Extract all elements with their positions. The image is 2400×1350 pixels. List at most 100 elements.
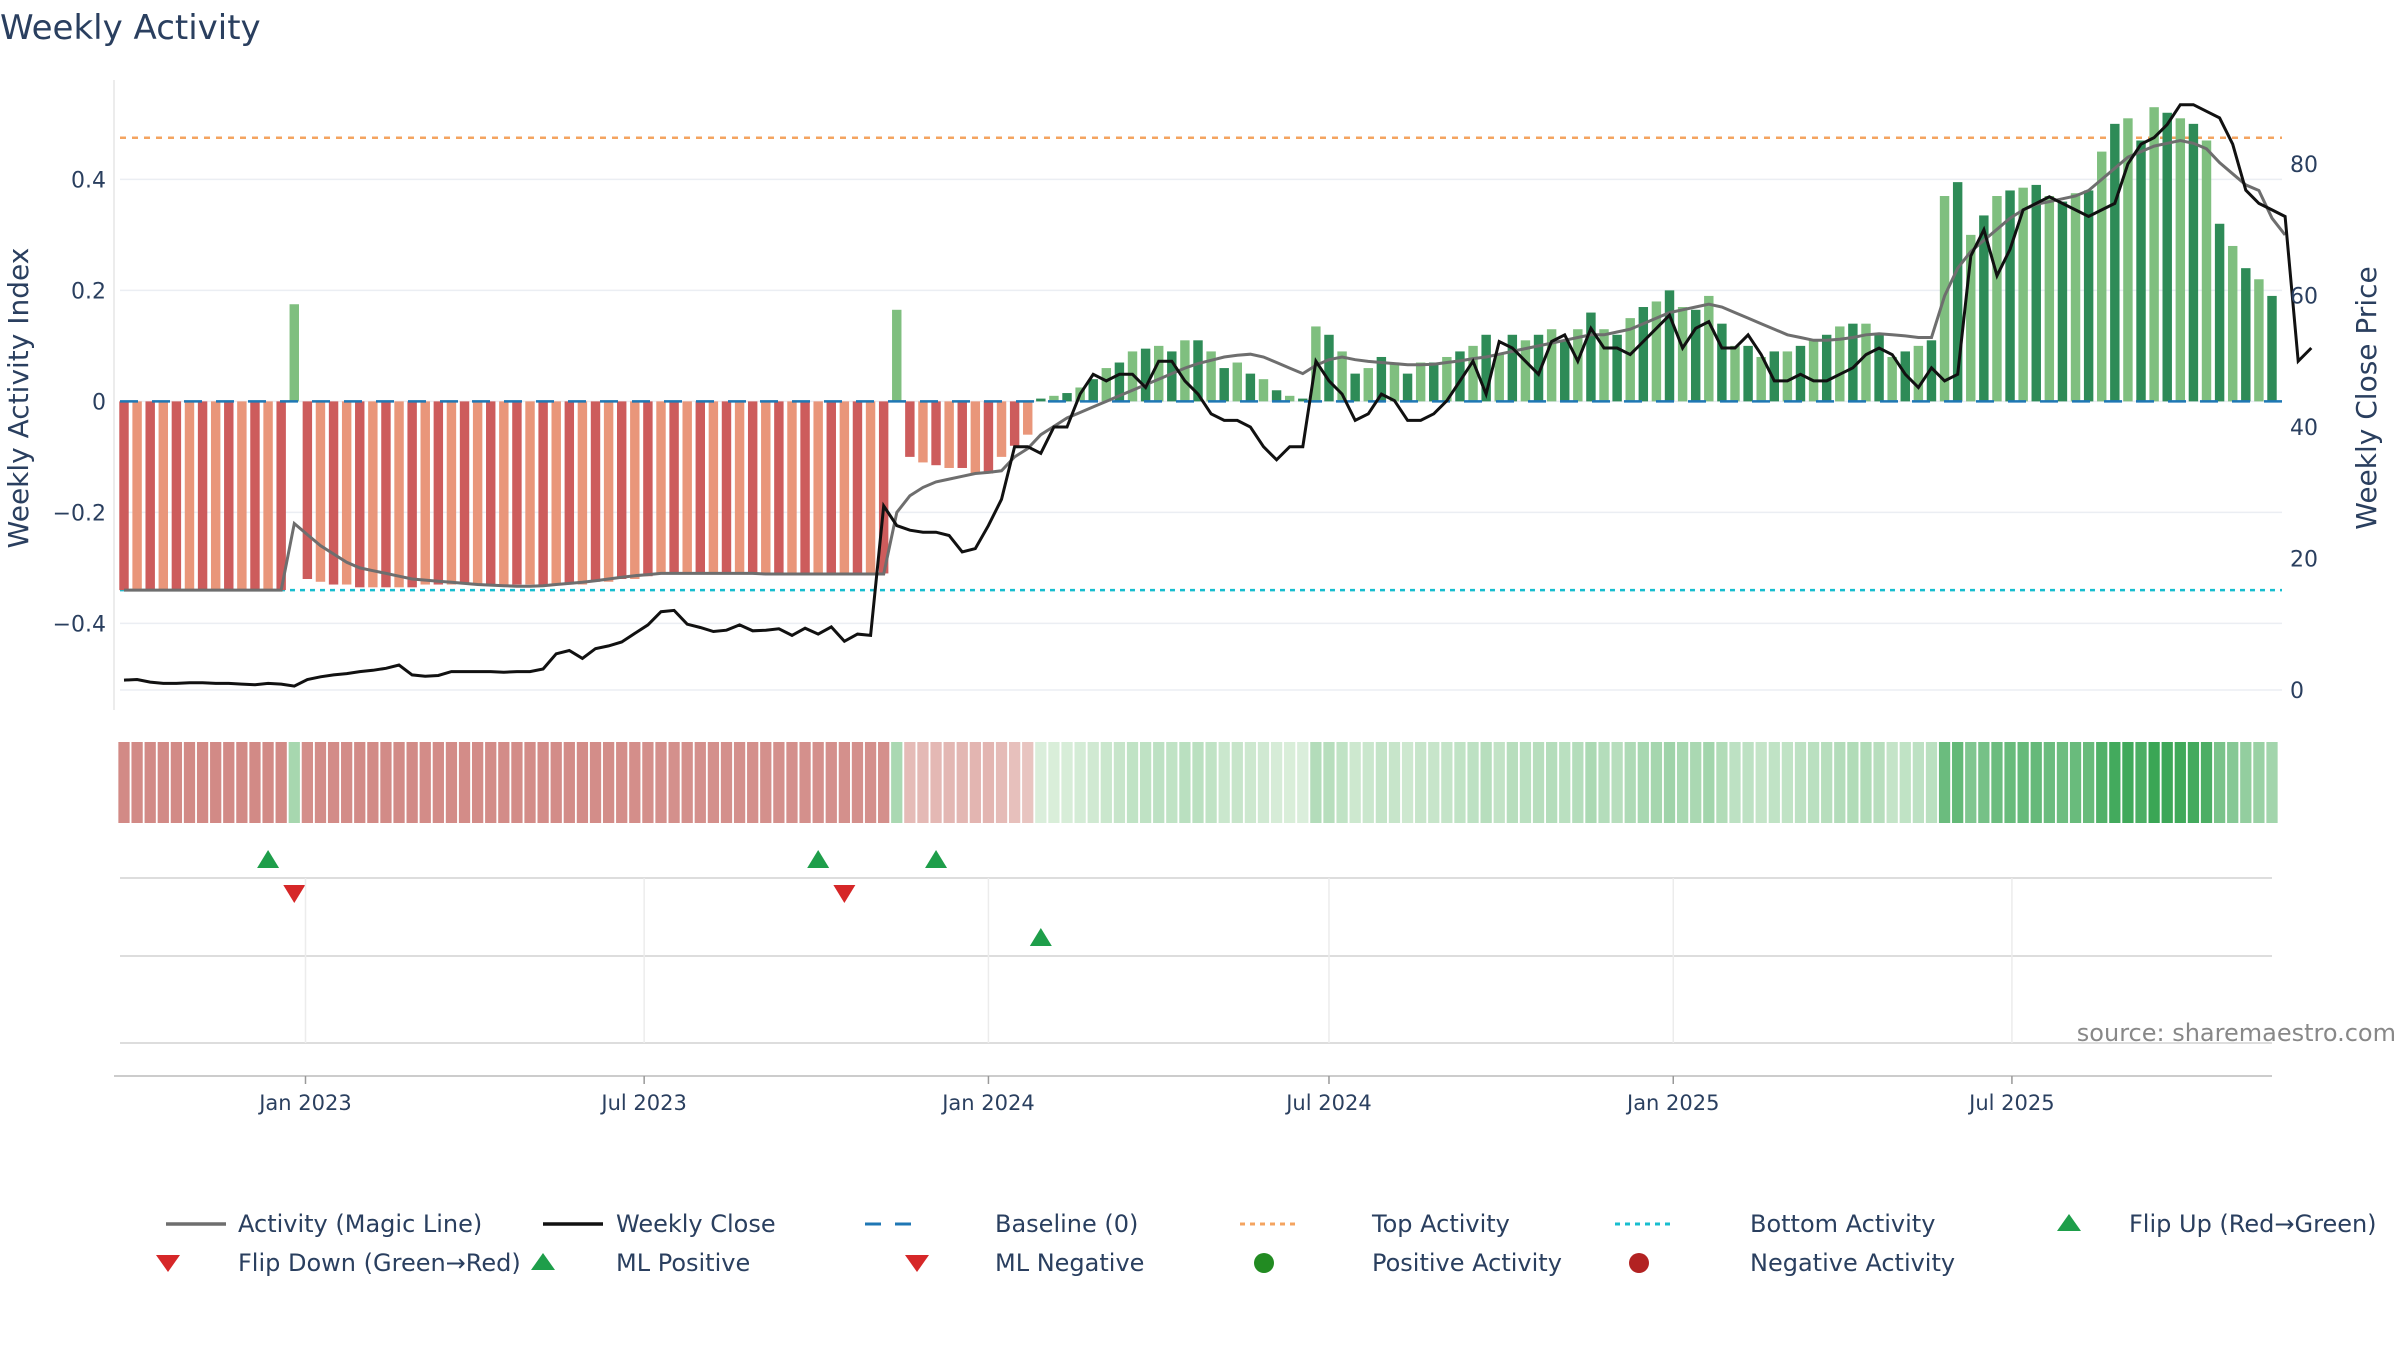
activity-bar [2136,140,2146,402]
flip-up-marker [257,850,280,868]
legend-item: Positive Activity [1254,1249,1562,1277]
heat-cell [1009,742,1021,823]
activity-bar [1664,290,1675,402]
activity-bar [695,401,706,574]
legend-item: Top Activity [1240,1210,1510,1238]
heat-cell [275,742,287,823]
activity-bar [1036,398,1046,402]
activity-bar [433,401,444,585]
legend-label: Positive Activity [1372,1249,1562,1277]
heat-cell [511,742,523,823]
heat-cell [144,742,156,823]
activity-bar [538,401,548,585]
heat-cell [1624,742,1636,823]
heat-cell [602,742,615,823]
legend-item: Negative Activity [1629,1249,1955,1277]
activity-bar [512,401,522,585]
activity-bar [328,401,339,585]
x-tick-label: Jul 2025 [1967,1091,2054,1115]
activity-bar [2175,118,2186,402]
activity-bar [1101,368,1112,402]
heat-cell [1690,742,1702,823]
heat-cell [1493,742,1505,823]
y2-tick-label: 40 [2290,416,2318,441]
activity-bar [1455,351,1465,402]
activity-bar [826,401,836,574]
heat-cell [642,742,654,823]
activity-bar [2267,295,2277,402]
heat-cell [1729,742,1741,823]
heat-cell [1270,742,1283,823]
activity-bar [747,401,758,574]
activity-bar [1324,334,1334,402]
activity-bar [918,401,928,463]
heat-cell [301,742,313,823]
activity-bar [878,401,889,574]
activity-bar [1560,340,1570,402]
activity-bar [761,401,771,574]
heat-cell [995,742,1008,823]
heat-cell [2253,742,2265,823]
legend-label: Top Activity [1371,1210,1510,1238]
heat-cell [943,742,955,823]
activity-bar [1546,329,1557,402]
heat-cell [1899,742,1911,823]
heat-cell [2161,742,2173,823]
heat-cell [851,742,864,823]
activity-bar [1271,390,1282,402]
y-axis-label: Weekly Activity Index [2,248,35,549]
activity-bar [616,401,627,579]
source-credit: source: sharemaestro.com [2077,1019,2396,1047]
heat-cell [629,742,641,823]
heat-cell [1179,742,1191,823]
activity-bar [944,401,954,468]
legend-swatch-flip-up [2057,1214,2081,1231]
x-tick-label: Jul 2023 [599,1091,686,1115]
heat-cell [891,742,903,823]
activity-bar [1599,329,1609,402]
heat-cell [1755,742,1767,823]
heat-cell [1532,742,1545,823]
activity-bar [1913,345,1924,402]
activity-bar [486,401,496,585]
heat-cell [210,742,222,823]
heat-cell [1139,742,1152,823]
activity-bar [1180,340,1190,402]
activity-bar [682,401,692,574]
activity-bar [787,401,797,574]
activity-bar [892,309,902,402]
activity-bar [551,401,561,585]
activity-bar [2044,196,2055,402]
legend-item: Weekly Close [543,1210,776,1238]
heat-cell [681,742,693,823]
legend-label: Negative Activity [1750,1249,1955,1277]
legend-label: ML Negative [995,1249,1144,1277]
activity-bar [184,401,195,591]
heat-cell [1428,742,1440,823]
activity-bar [1062,393,1072,402]
heat-cell [1362,742,1374,823]
heat-cell [1061,742,1073,823]
heat-cell [170,742,183,823]
event-marker-panels [114,850,2272,1077]
heat-cell [537,742,549,823]
heat-cell [327,742,340,823]
heat-cell [1978,742,1990,823]
heat-cell [2096,742,2108,823]
heat-cell [1467,742,1479,823]
activity-bar [472,401,483,585]
heat-cell [1323,742,1335,823]
heat-cell [1074,742,1086,823]
heat-cell [1716,742,1728,823]
activity-bar [1442,356,1452,402]
activity-bar [1756,356,1766,402]
activity-bar [852,401,863,574]
heat-cell [1388,742,1401,823]
activity-bar [996,401,1007,457]
heat-cell [432,742,444,823]
heat-cell [2240,742,2252,823]
y-tick-label: 0 [92,390,106,415]
heat-cell [1519,742,1532,823]
activity-bar [1782,351,1793,402]
heat-cell [2174,742,2186,823]
